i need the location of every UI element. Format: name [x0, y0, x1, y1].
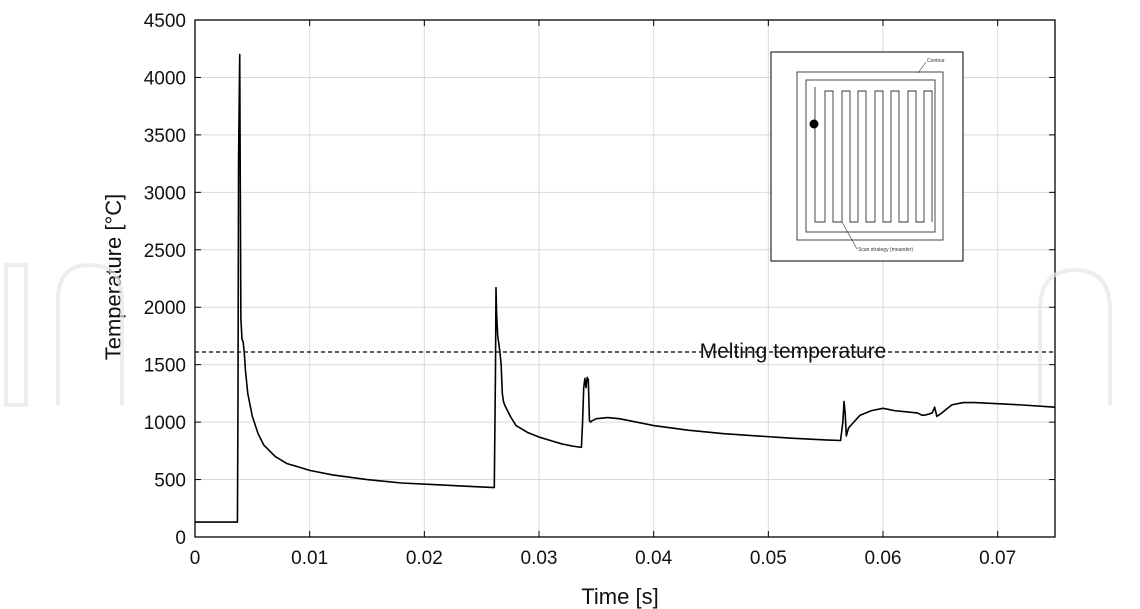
x-tick-label: 0.05 — [750, 548, 787, 569]
x-tick-label: 0.03 — [521, 548, 558, 569]
y-tick-label: 0 — [175, 528, 186, 549]
inset-contour-inner — [805, 79, 936, 233]
y-tick-label: 4500 — [144, 11, 186, 32]
series-group — [195, 53, 1056, 523]
temperature-series-line — [195, 53, 1056, 523]
inset-frame — [770, 51, 964, 262]
x-ticks: 0 0.01 0.02 0.03 0.04 0.05 0.06 0.07 — [190, 20, 1016, 569]
inset-contour-label: Contour — [927, 58, 945, 64]
y-axis-label: Temperature [°C] — [101, 194, 126, 361]
y-tick-label: 2500 — [144, 241, 186, 262]
x-tick-label: 0.06 — [865, 548, 902, 569]
x-tick-label: 0.02 — [406, 548, 443, 569]
measurement-point-marker — [809, 119, 819, 129]
x-axis-label: Time [s] — [581, 584, 658, 609]
x-tick-label: 0.01 — [291, 548, 328, 569]
x-tick-label: 0 — [190, 548, 201, 569]
melting-temperature-label: Melting temperature — [700, 340, 887, 363]
y-tick-label: 3500 — [144, 126, 186, 147]
y-tick-label: 1500 — [144, 356, 186, 377]
x-tick-label: 0.04 — [635, 548, 672, 569]
inset-contour-outer — [796, 71, 944, 241]
inset-meander-path — [814, 87, 933, 223]
y-tick-label: 500 — [154, 471, 186, 492]
x-tick-label: 0.07 — [979, 548, 1016, 569]
inset-scan-label: Scan strategy (meander) — [858, 247, 913, 253]
scan-leader-line — [841, 221, 858, 250]
y-tick-label: 4000 — [144, 68, 186, 89]
scan-strategy-inset: Contour Scan strategy (meander) — [770, 51, 964, 262]
y-tick-label: 3000 — [144, 183, 186, 204]
y-tick-label: 1000 — [144, 413, 186, 434]
contour-leader-line — [917, 61, 927, 74]
y-tick-label: 2000 — [144, 298, 186, 319]
y-ticks: 0 500 1000 1500 2000 2500 3000 3500 4000 4500 — [144, 11, 1055, 549]
